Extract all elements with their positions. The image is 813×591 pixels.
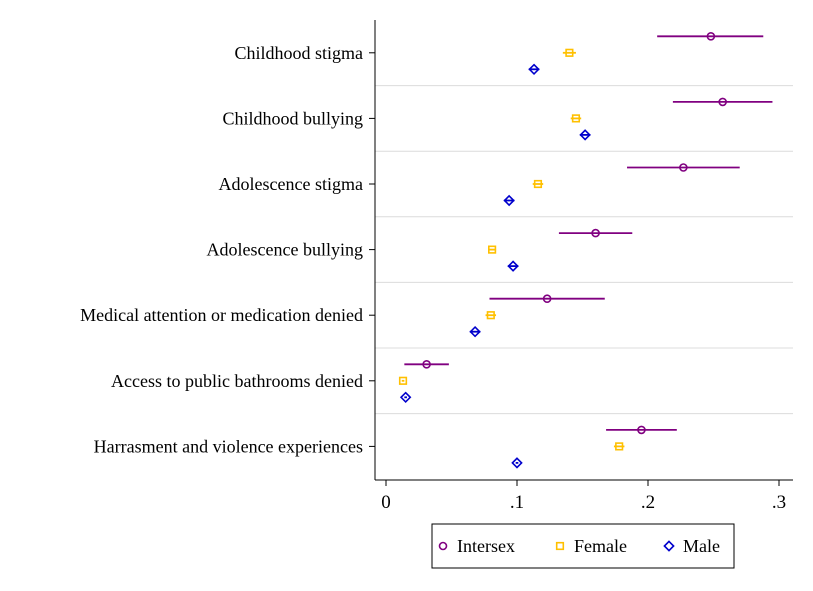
female-point xyxy=(565,48,574,57)
female-point xyxy=(533,179,543,189)
y-tick-label: Childhood bullying xyxy=(222,108,363,128)
legend-box xyxy=(431,523,735,569)
intersex-point xyxy=(542,294,552,304)
x-tick-label: .1 xyxy=(510,492,524,513)
y-axis-labels: Childhood stigma Childhood bullying Adoles… xyxy=(80,43,375,456)
x-tick-label: .2 xyxy=(641,492,655,513)
legend-label-male: Male xyxy=(683,536,720,556)
female-point xyxy=(398,376,408,385)
legend-marker-intersex xyxy=(438,541,448,551)
intersex-point xyxy=(679,163,688,172)
female-point xyxy=(615,442,624,451)
data-marks xyxy=(398,31,773,469)
female-point xyxy=(488,245,497,254)
intersex-point xyxy=(591,228,600,238)
category-separators xyxy=(375,85,793,415)
male-point xyxy=(469,325,481,338)
x-tick-label: 0 xyxy=(381,492,391,513)
intersex-point xyxy=(718,97,727,107)
female-point xyxy=(486,311,495,320)
female-point xyxy=(571,114,581,123)
male-point xyxy=(399,391,412,404)
legend-label-intersex: Intersex xyxy=(457,536,515,556)
y-tick-label: Childhood stigma xyxy=(234,43,363,63)
intersex-point xyxy=(706,31,716,41)
y-tick-label: Adolescence bullying xyxy=(207,240,363,260)
male-point xyxy=(507,260,519,272)
intersex-point xyxy=(422,359,431,369)
y-tick-label: Harrasment and violence experiences xyxy=(94,436,363,456)
male-point xyxy=(511,457,523,469)
x-tick-label: .3 xyxy=(772,492,786,513)
y-tick-label: Medical attention or medication denied xyxy=(80,305,363,325)
male-point xyxy=(579,129,591,141)
intersex-point xyxy=(637,425,646,435)
x-axis-ticks: 0 .1 .2 .3 xyxy=(381,480,786,513)
y-tick-label: Access to public bathrooms denied xyxy=(111,371,363,391)
axes xyxy=(374,20,793,481)
legend: Intersex Female Male xyxy=(431,523,735,569)
legend-marker-female xyxy=(555,541,565,551)
male-point xyxy=(528,63,540,76)
male-point xyxy=(503,194,515,207)
legend-marker-male xyxy=(663,540,675,552)
y-tick-label: Adolescence stigma xyxy=(219,174,363,194)
legend-label-female: Female xyxy=(574,536,627,556)
